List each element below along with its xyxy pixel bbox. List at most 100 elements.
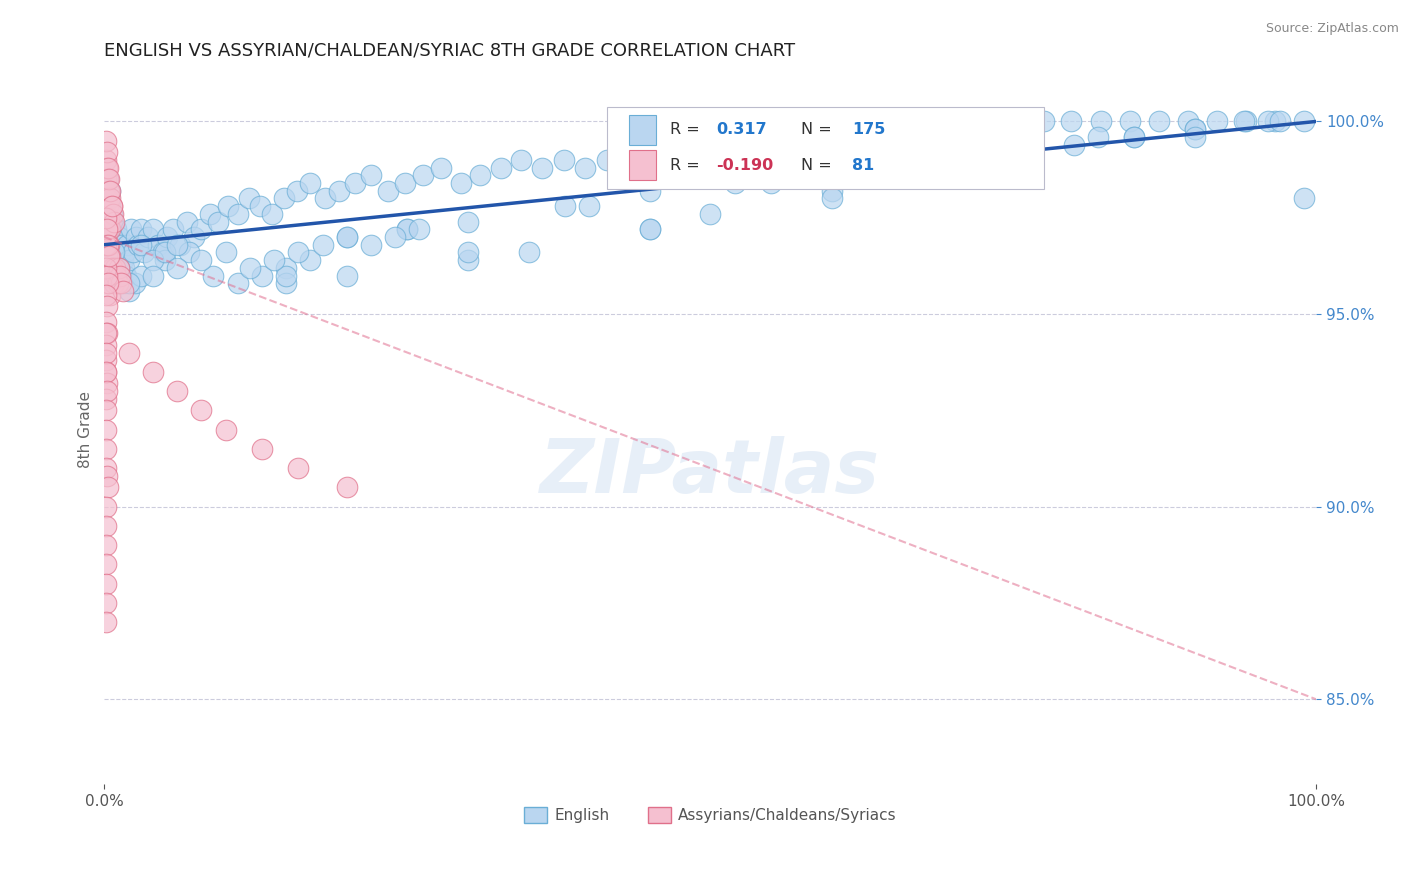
Point [96, 161, 118, 175]
Point [98, 172, 121, 186]
Point [699, 207, 721, 221]
Point [103, 214, 125, 228]
Point [574, 161, 596, 175]
Point [94, 576, 117, 591]
Point [97, 172, 120, 186]
Text: 81: 81 [852, 158, 875, 173]
Point [1294, 114, 1316, 128]
Point [156, 230, 179, 244]
Point [299, 253, 322, 268]
FancyBboxPatch shape [628, 115, 655, 145]
Point [107, 237, 129, 252]
Point [100, 237, 122, 252]
Point [94, 287, 117, 301]
Point [105, 222, 128, 236]
Point [942, 153, 965, 167]
Point [1232, 114, 1254, 128]
Point [250, 442, 273, 456]
Point [101, 268, 124, 283]
Point [162, 222, 184, 236]
Point [94, 500, 117, 514]
Point [94, 365, 117, 379]
Point [1257, 114, 1279, 128]
Point [114, 245, 136, 260]
Point [94, 172, 117, 186]
Point [100, 260, 122, 275]
Text: -0.190: -0.190 [717, 158, 773, 173]
Legend: English, Assyrians/Chaldeans/Syriacs: English, Assyrians/Chaldeans/Syriacs [517, 801, 903, 830]
Point [384, 230, 406, 244]
Point [97, 277, 120, 291]
Point [142, 365, 165, 379]
Point [94, 558, 117, 572]
Point [238, 192, 260, 206]
Point [1123, 129, 1146, 144]
Point [176, 214, 198, 228]
Point [619, 145, 641, 160]
Point [276, 260, 298, 275]
Point [214, 245, 236, 260]
Point [104, 277, 127, 291]
Point [94, 392, 117, 406]
Y-axis label: 8th Grade: 8th Grade [79, 391, 93, 468]
Point [96, 249, 118, 263]
Point [738, 137, 761, 152]
Point [202, 268, 225, 283]
Point [596, 153, 619, 167]
Point [723, 176, 745, 190]
Point [98, 230, 121, 244]
Point [226, 277, 249, 291]
Point [97, 211, 120, 225]
Point [643, 153, 665, 167]
Point [942, 161, 965, 175]
Point [146, 237, 169, 252]
Point [94, 519, 117, 533]
Point [1294, 192, 1316, 206]
Point [763, 129, 786, 144]
Point [100, 287, 122, 301]
Point [408, 222, 430, 236]
Point [101, 268, 124, 283]
Point [276, 277, 298, 291]
Point [100, 249, 122, 263]
Point [207, 214, 229, 228]
Point [1234, 114, 1257, 128]
Point [1002, 145, 1025, 160]
Point [214, 423, 236, 437]
Point [457, 253, 479, 268]
Point [97, 222, 120, 236]
Point [665, 145, 688, 160]
Point [820, 184, 842, 198]
Point [96, 211, 118, 225]
Point [142, 222, 165, 236]
Point [166, 384, 188, 398]
Point [96, 468, 118, 483]
Point [104, 260, 127, 275]
Point [1063, 137, 1085, 152]
Point [97, 480, 120, 494]
Point [110, 277, 132, 291]
Point [814, 129, 837, 144]
Point [142, 268, 165, 283]
Point [103, 253, 125, 268]
Text: N =: N = [801, 122, 837, 137]
Point [1177, 114, 1199, 128]
Point [94, 365, 117, 379]
Point [430, 161, 453, 175]
Point [311, 237, 333, 252]
Point [530, 161, 553, 175]
Point [976, 114, 998, 128]
Point [100, 184, 122, 198]
Point [344, 176, 367, 190]
Point [948, 122, 970, 136]
Point [880, 169, 903, 183]
Point [104, 230, 127, 244]
Point [94, 461, 117, 475]
Point [108, 260, 131, 275]
Point [450, 176, 472, 190]
Point [94, 596, 117, 610]
Point [412, 169, 434, 183]
Point [129, 222, 152, 236]
Point [94, 211, 117, 225]
Point [96, 326, 118, 341]
